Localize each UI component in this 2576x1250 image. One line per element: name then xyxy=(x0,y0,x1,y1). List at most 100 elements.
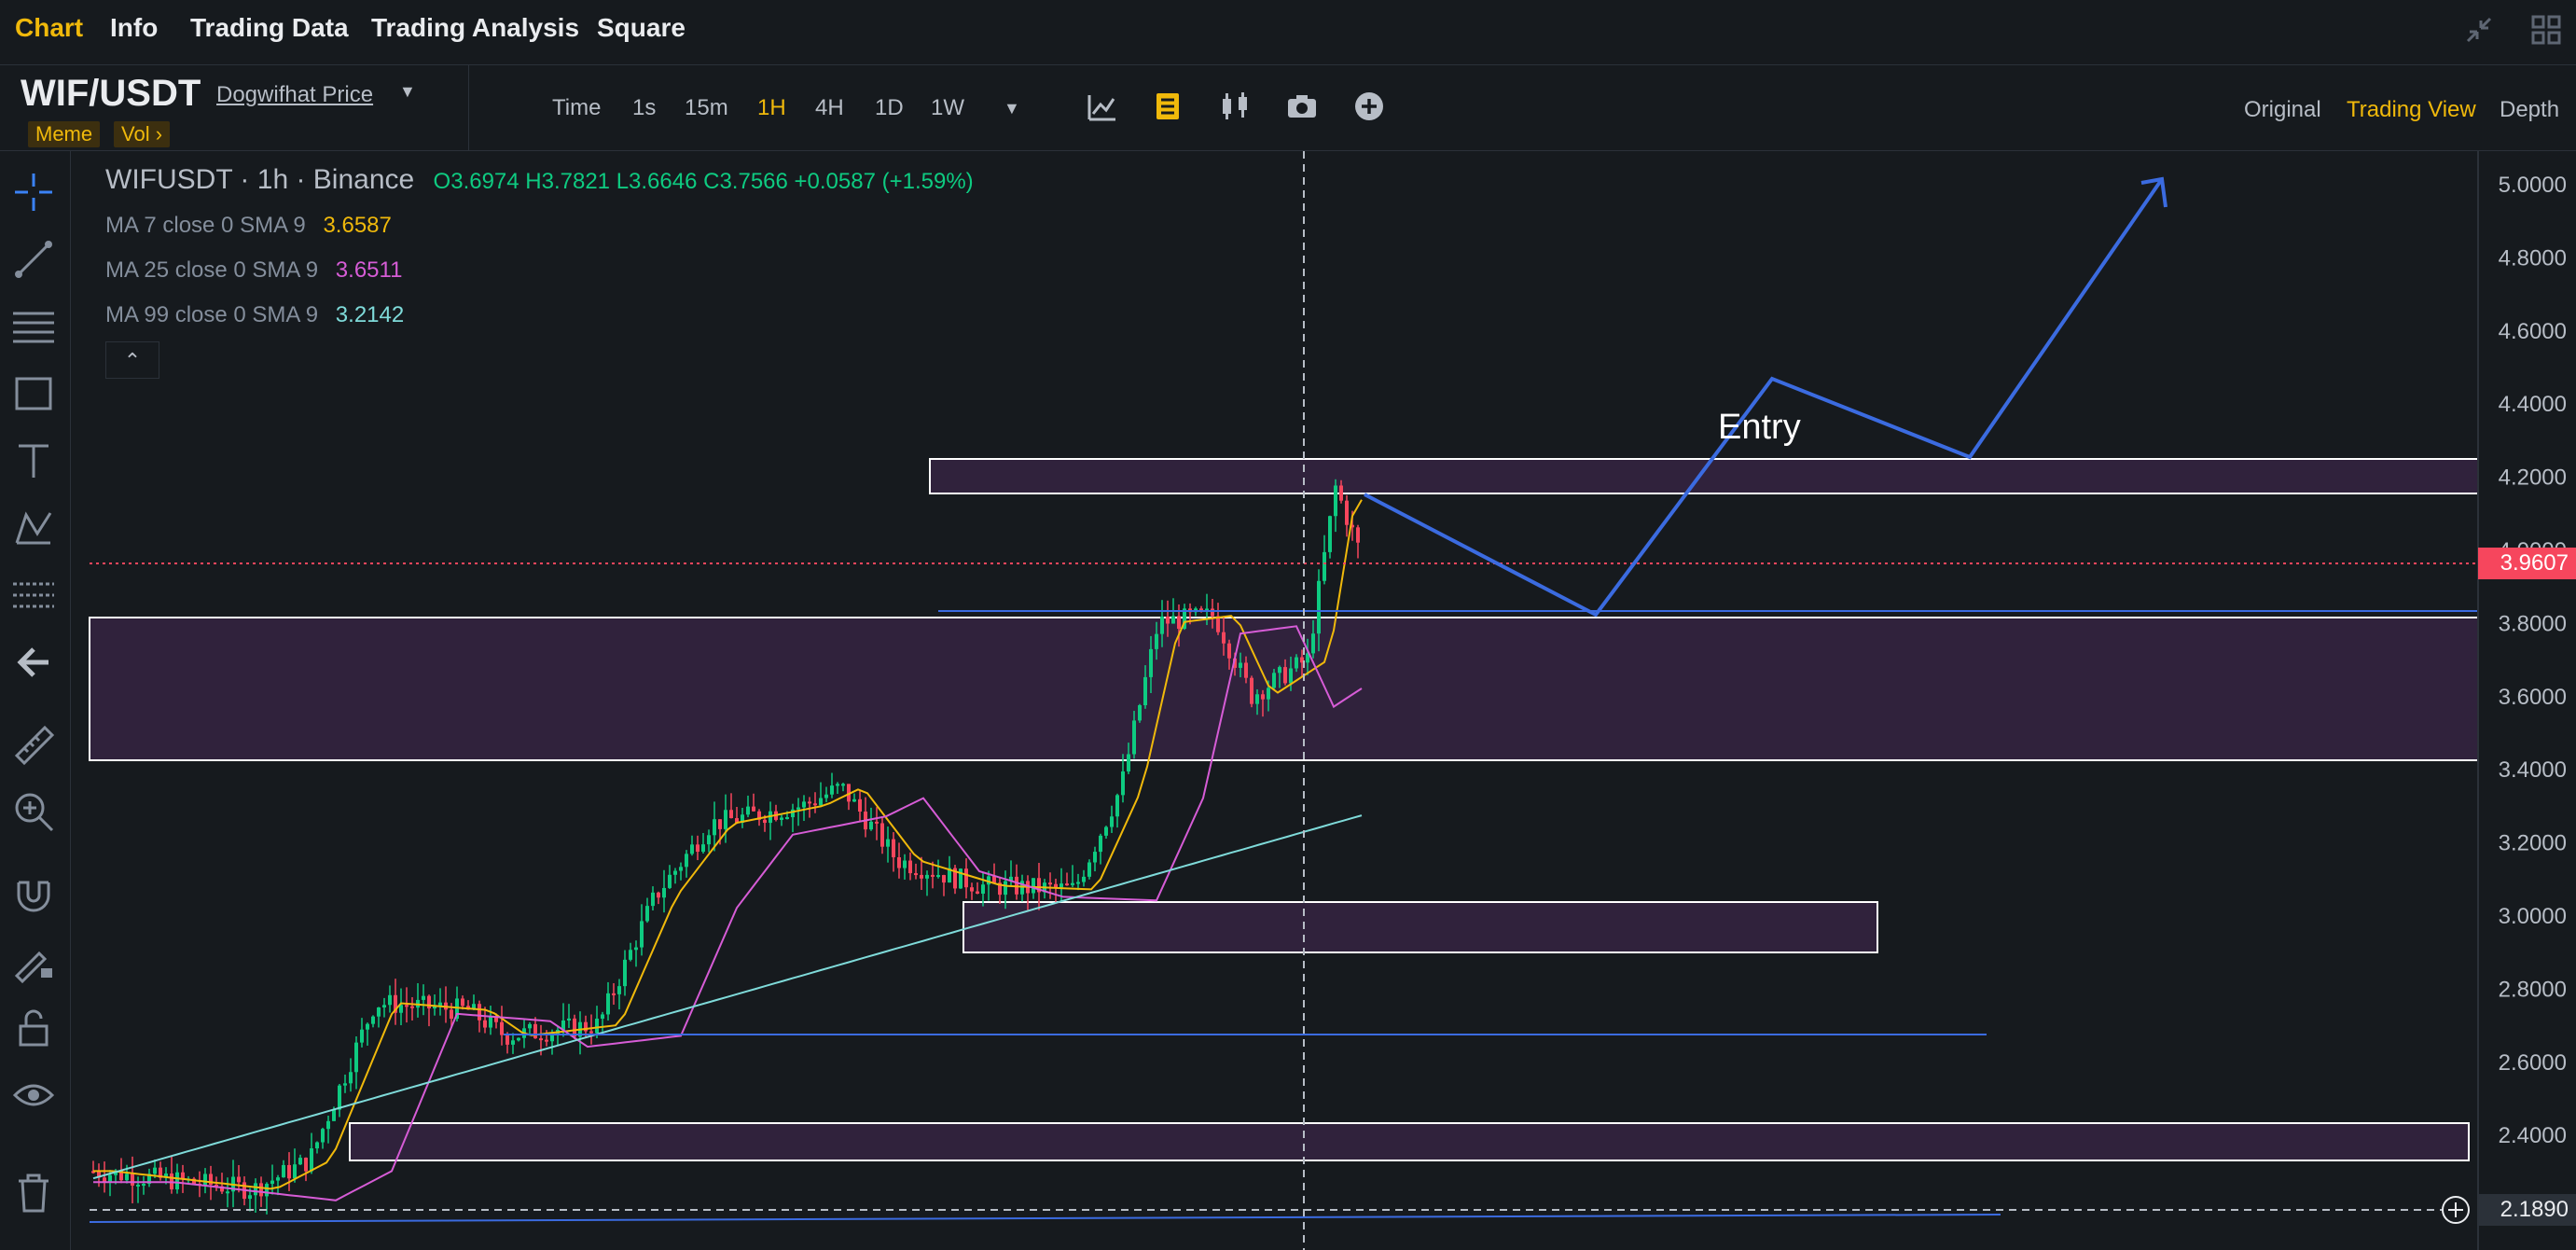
candle-body xyxy=(813,803,817,806)
legend-collapse-button[interactable]: ⌃ xyxy=(105,341,159,379)
interval-15m[interactable]: 15m xyxy=(685,95,728,120)
candle-body xyxy=(270,1180,274,1185)
ma99-legend[interactable]: MA 99 close 0 SMA 9 3.2142 xyxy=(105,302,404,328)
ma25-legend[interactable]: MA 25 close 0 SMA 9 3.6511 xyxy=(105,257,402,284)
candle-body xyxy=(203,1174,207,1186)
candle-body xyxy=(1350,524,1354,528)
candle-body xyxy=(338,1085,341,1110)
trash-icon[interactable] xyxy=(11,1170,56,1215)
candle-body xyxy=(119,1170,123,1181)
candle-body xyxy=(1300,657,1304,663)
ma99-line xyxy=(92,814,1363,1180)
candle-body xyxy=(1244,662,1248,678)
candle-body xyxy=(1205,608,1209,611)
drawing-toolbar xyxy=(0,151,71,1250)
tag-vol[interactable]: Vol › xyxy=(114,121,171,147)
candle-body xyxy=(494,1016,498,1022)
interval-1d[interactable]: 1D xyxy=(875,95,904,120)
view-original[interactable]: Original xyxy=(2244,97,2321,122)
candle-body xyxy=(1183,608,1186,630)
candle-body xyxy=(1104,826,1108,836)
candle-body xyxy=(539,1038,543,1041)
eye-icon[interactable] xyxy=(11,1073,56,1118)
view-depth[interactable]: Depth xyxy=(2500,97,2560,122)
tab-square[interactable]: Square xyxy=(597,13,686,42)
divider xyxy=(468,65,469,151)
ma7-legend[interactable]: MA 7 close 0 SMA 9 3.6587 xyxy=(105,213,392,239)
candle-body xyxy=(920,874,923,879)
candle-body xyxy=(1328,516,1332,552)
symbol-subtitle-link[interactable]: Dogwifhat Price xyxy=(216,82,374,107)
symbol-dropdown-icon[interactable]: ▼ xyxy=(399,82,416,101)
candle-body xyxy=(830,785,834,795)
top-nav: Chart Info Trading Data Trading Analysis… xyxy=(0,0,2576,65)
symbol-pair[interactable]: WIF/USDT xyxy=(21,73,201,114)
candle-body xyxy=(237,1176,241,1183)
grid-layout-icon[interactable] xyxy=(2529,13,2563,47)
candle-body xyxy=(623,959,627,987)
interval-4h[interactable]: 4H xyxy=(815,95,844,120)
candle-body xyxy=(1171,616,1175,624)
tab-chart[interactable]: Chart xyxy=(15,13,84,42)
candle-body xyxy=(1082,876,1086,882)
candle-body xyxy=(282,1164,285,1178)
view-trading-view[interactable]: Trading View xyxy=(2347,97,2476,122)
tag-meme[interactable]: Meme xyxy=(28,121,101,147)
candle-body xyxy=(1009,876,1013,882)
legend-ohlc: O3.6974 H3.7821 L3.6646 C3.7566 +0.0587 … xyxy=(433,169,974,194)
candle-body xyxy=(360,1029,364,1043)
candle-body xyxy=(735,818,739,823)
candle-body xyxy=(908,860,912,874)
candle-body xyxy=(209,1174,213,1185)
ma99-label: MA 99 close 0 SMA 9 xyxy=(105,302,319,327)
back-arrow-icon[interactable] xyxy=(11,640,56,685)
collapse-icon[interactable] xyxy=(2462,13,2496,47)
horizontal-lines-icon[interactable] xyxy=(11,304,56,349)
magnet-icon[interactable] xyxy=(11,871,56,916)
camera-icon[interactable] xyxy=(1285,90,1319,123)
interval-1h[interactable]: 1H xyxy=(757,95,786,120)
tab-trading-analysis[interactable]: Trading Analysis xyxy=(371,13,580,42)
candle-body xyxy=(248,1195,252,1200)
candle-body xyxy=(1004,881,1007,896)
candle-body xyxy=(1160,616,1164,634)
rectangle-icon[interactable] xyxy=(11,371,56,416)
trendline-icon[interactable] xyxy=(11,237,56,282)
candle-body xyxy=(796,807,800,810)
draw-lock-icon[interactable] xyxy=(11,938,56,983)
candle-body xyxy=(215,1184,218,1187)
fib-icon[interactable] xyxy=(11,573,56,618)
candle-body xyxy=(657,892,660,898)
text-tool-icon[interactable] xyxy=(11,438,56,483)
pattern-icon[interactable] xyxy=(11,506,56,550)
candle-body xyxy=(304,1158,308,1172)
candle-body xyxy=(970,887,974,892)
template-icon[interactable] xyxy=(1151,90,1184,123)
candle-body xyxy=(785,817,789,820)
interval-1s[interactable]: 1s xyxy=(632,95,657,120)
indicators-icon[interactable] xyxy=(1086,90,1119,123)
candle-type-icon[interactable] xyxy=(1218,90,1252,123)
crosshair-icon[interactable] xyxy=(11,170,56,215)
candle-body xyxy=(819,798,823,806)
tab-info[interactable]: Info xyxy=(110,13,159,42)
tab-trading-data[interactable]: Trading Data xyxy=(190,13,349,42)
candle-body xyxy=(802,801,806,808)
time-label[interactable]: Time xyxy=(552,95,602,120)
candle-body xyxy=(897,856,901,868)
price-tick-label: 2.4000 xyxy=(2499,1123,2567,1148)
zoom-icon[interactable] xyxy=(11,789,56,834)
ma7-label: MA 7 close 0 SMA 9 xyxy=(105,213,306,238)
candle-body xyxy=(1255,694,1259,704)
interval-1w[interactable]: 1W xyxy=(931,95,964,120)
candle-body xyxy=(869,821,873,830)
lock-icon[interactable] xyxy=(11,1006,56,1050)
add-icon[interactable] xyxy=(1352,90,1386,123)
price-tick-label: 2.6000 xyxy=(2499,1050,2567,1076)
candle-body xyxy=(1155,633,1158,649)
candle-body xyxy=(500,1021,504,1035)
ruler-icon[interactable] xyxy=(11,722,56,767)
candle-body xyxy=(293,1164,297,1179)
interval-more-icon[interactable]: ▼ xyxy=(1004,99,1020,118)
